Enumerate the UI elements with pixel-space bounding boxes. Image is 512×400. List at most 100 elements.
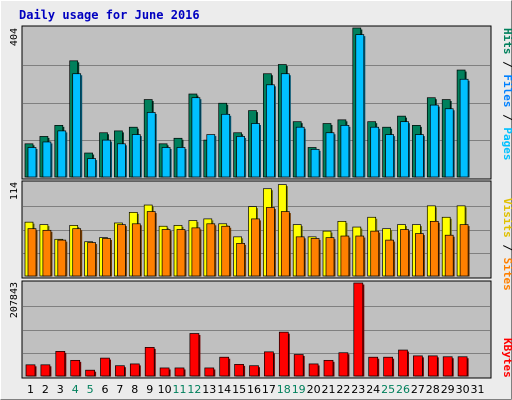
bar-files-5: [87, 158, 96, 178]
day-label-30: 30: [456, 383, 470, 396]
bar-sites-4: [72, 228, 82, 277]
bar-files-25: [385, 134, 394, 178]
bar-sites-6: [102, 238, 111, 277]
legend-files: Files: [501, 74, 512, 107]
day-label-31: 31: [471, 383, 485, 396]
bar-kbytes-15: [234, 364, 244, 377]
bar-files-23: [355, 34, 365, 178]
day-label-11: 11: [173, 383, 187, 396]
bar-sites-27: [415, 233, 424, 277]
bar-files-1: [27, 147, 37, 178]
legend-sites: Sites: [501, 258, 512, 291]
bar-files-17: [266, 84, 275, 178]
bar-sites-5: [87, 242, 96, 277]
bar-kbytes-23: [353, 282, 364, 377]
bar-files-3: [57, 130, 67, 178]
bar-kbytes-11: [174, 367, 185, 377]
day-label-5: 5: [87, 383, 94, 396]
legend-kbytes: KBytes: [501, 338, 512, 378]
bar-files-4: [72, 73, 82, 178]
chart-title: Daily usage for June 2016: [19, 8, 200, 22]
day-label-13: 13: [202, 383, 216, 396]
day-label-24: 24: [366, 383, 380, 396]
day-label-12: 12: [187, 383, 201, 396]
bar-kbytes-28: [427, 355, 438, 377]
bar-kbytes-1: [25, 364, 36, 377]
day-label-29: 29: [441, 383, 455, 396]
day-label-18: 18: [277, 383, 291, 396]
day-label-8: 8: [131, 383, 138, 396]
bar-kbytes-5: [85, 369, 95, 377]
bar-kbytes-10: [159, 367, 170, 377]
day-label-21: 21: [322, 383, 336, 396]
bar-files-30: [459, 78, 469, 178]
day-label-16: 16: [247, 383, 261, 396]
day-label-17: 17: [262, 383, 276, 396]
day-label-10: 10: [158, 383, 172, 396]
bar-files-7: [117, 143, 126, 178]
bar-files-27: [415, 134, 424, 178]
bar-sites-19: [295, 236, 305, 277]
bar-kbytes-4: [70, 359, 81, 377]
legend-visits-sites: Visits / Sites: [501, 198, 512, 291]
bar-files-28: [429, 104, 439, 178]
legend-hits-files-pages: Hits / Files / Pages: [501, 28, 512, 161]
bar-kbytes-17: [264, 351, 274, 377]
bar-sites-28: [429, 220, 439, 277]
bar-files-11: [176, 147, 186, 178]
legend-hits: Hits: [501, 28, 512, 55]
bar-sites-1: [27, 228, 37, 277]
bar-files-16: [251, 123, 260, 178]
bar-files-18: [280, 73, 290, 178]
bar-files-9: [146, 112, 156, 178]
bar-files-22: [340, 125, 350, 178]
legend-sep-3: /: [501, 244, 512, 251]
day-label-7: 7: [116, 383, 123, 396]
bar-sites-16: [251, 218, 260, 277]
bar-kbytes-21: [323, 359, 334, 377]
bar-sites-14: [221, 225, 231, 277]
panel-hits-max-label: 404: [9, 28, 20, 46]
bar-sites-25: [385, 239, 394, 277]
bar-kbytes-22: [338, 352, 349, 377]
bar-kbytes-12: [189, 333, 200, 377]
bar-kbytes-16: [249, 365, 259, 377]
bar-files-20: [310, 148, 320, 178]
bar-sites-12: [191, 227, 201, 277]
bar-layer: [24, 27, 470, 377]
bar-files-10: [161, 147, 171, 178]
bar-sites-29: [444, 234, 454, 277]
bar-files-19: [295, 126, 305, 178]
panel-kbytes-max-label: 207843: [9, 282, 20, 318]
bar-files-8: [131, 134, 141, 178]
day-label-26: 26: [396, 383, 410, 396]
bar-kbytes-24: [368, 356, 379, 377]
bar-sites-2: [42, 229, 52, 277]
bar-kbytes-19: [293, 354, 304, 377]
bar-kbytes-13: [204, 367, 215, 377]
legend-sep-1: /: [501, 61, 512, 68]
bar-sites-7: [117, 224, 126, 277]
bar-kbytes-29: [442, 356, 453, 377]
bar-files-14: [221, 113, 231, 178]
day-label-19: 19: [292, 383, 306, 396]
bar-sites-26: [400, 229, 409, 277]
day-label-23: 23: [351, 383, 365, 396]
bar-kbytes-14: [219, 356, 230, 377]
bar-sites-10: [161, 229, 171, 277]
bar-sites-18: [280, 211, 290, 277]
bar-sites-24: [370, 230, 380, 277]
bar-sites-30: [459, 224, 469, 277]
bar-sites-11: [176, 229, 186, 277]
bar-kbytes-9: [144, 347, 155, 377]
legend-pages: Pages: [501, 127, 512, 160]
day-label-1: 1: [27, 383, 34, 396]
bar-files-15: [236, 136, 245, 178]
bar-sites-3: [57, 239, 67, 277]
bar-kbytes-26: [398, 349, 408, 377]
bar-kbytes-25: [383, 356, 393, 377]
day-label-2: 2: [42, 383, 49, 396]
day-label-22: 22: [336, 383, 350, 396]
